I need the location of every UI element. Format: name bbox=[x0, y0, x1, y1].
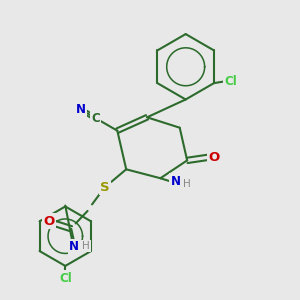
Text: C: C bbox=[91, 112, 100, 124]
Text: Cl: Cl bbox=[59, 272, 72, 285]
Text: O: O bbox=[43, 215, 55, 228]
Text: S: S bbox=[100, 181, 110, 194]
Text: H: H bbox=[183, 179, 191, 189]
Text: N: N bbox=[69, 240, 79, 253]
Text: Cl: Cl bbox=[224, 75, 237, 88]
Text: N: N bbox=[171, 175, 181, 188]
Text: O: O bbox=[208, 151, 220, 164]
Text: H: H bbox=[82, 241, 90, 251]
Text: N: N bbox=[76, 103, 85, 116]
